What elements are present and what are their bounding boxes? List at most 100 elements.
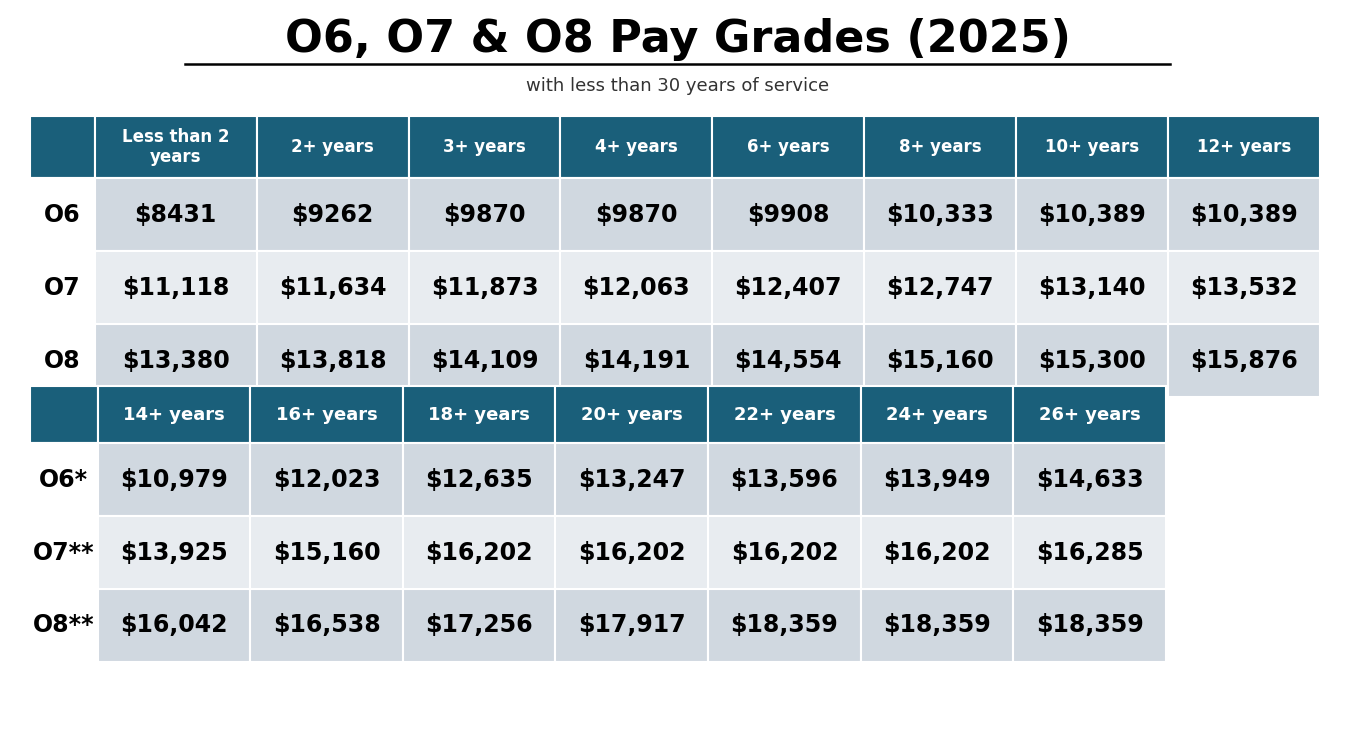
Text: $10,389: $10,389 [1039,202,1146,226]
Bar [864,324,1016,397]
Bar [861,386,1013,443]
Text: 6+ years: 6+ years [747,138,830,156]
Bar [403,386,556,443]
Text: $11,873: $11,873 [431,275,538,300]
Text: 8+ years: 8+ years [899,138,982,156]
Bar [560,251,712,324]
Text: $15,160: $15,160 [273,540,380,565]
Text: 24+ years: 24+ years [887,405,989,423]
Bar [708,589,861,662]
Bar [98,589,251,662]
Text: O6: O6 [43,202,81,226]
Text: $9908: $9908 [747,202,830,226]
Text: $13,925: $13,925 [121,540,228,565]
Bar [95,116,256,178]
Text: $13,247: $13,247 [578,467,686,492]
Bar [403,443,556,516]
Text: $16,538: $16,538 [273,614,381,638]
Bar [30,251,95,324]
Text: $13,596: $13,596 [731,467,838,492]
Text: $12,747: $12,747 [887,275,994,300]
Text: $9870: $9870 [443,202,526,226]
Text: $12,407: $12,407 [735,275,842,300]
Bar [256,116,408,178]
Text: $18,359: $18,359 [731,614,838,638]
Text: 26+ years: 26+ years [1039,405,1140,423]
Text: $14,633: $14,633 [1036,467,1143,492]
Bar [1168,251,1319,324]
Text: 18+ years: 18+ years [428,405,530,423]
Text: $15,876: $15,876 [1191,348,1298,373]
Bar [30,589,98,662]
Text: $18,359: $18,359 [1036,614,1143,638]
Bar [864,178,1016,251]
Bar [256,251,408,324]
Bar [1013,386,1166,443]
Bar [560,324,712,397]
Text: 2+ years: 2+ years [292,138,374,156]
Bar [408,324,560,397]
Bar [251,386,403,443]
Bar [1168,324,1319,397]
Bar [861,443,1013,516]
Text: $13,532: $13,532 [1191,275,1298,300]
Text: O8: O8 [43,348,81,373]
Bar [408,116,560,178]
Text: $13,380: $13,380 [122,348,229,373]
Text: 4+ years: 4+ years [595,138,678,156]
Text: $12,023: $12,023 [273,467,380,492]
Text: $12,063: $12,063 [583,275,690,300]
Bar [556,589,708,662]
Bar [408,251,560,324]
Bar [98,386,251,443]
Bar [30,116,95,178]
Bar [403,516,556,589]
Bar [556,443,708,516]
Text: $13,949: $13,949 [883,467,991,492]
Bar [95,251,256,324]
Text: 14+ years: 14+ years [123,405,225,423]
Bar [1013,589,1166,662]
Text: O8**: O8** [33,614,95,638]
Bar [30,324,95,397]
Text: 3+ years: 3+ years [443,138,526,156]
Bar [712,178,864,251]
Text: $18,359: $18,359 [883,614,991,638]
Bar [1016,178,1168,251]
Text: $11,634: $11,634 [279,275,386,300]
Text: $10,979: $10,979 [121,467,228,492]
Bar [560,116,712,178]
Bar [1013,516,1166,589]
Text: $15,160: $15,160 [887,348,994,373]
Text: $17,256: $17,256 [426,614,533,638]
Text: $16,202: $16,202 [731,540,838,565]
Bar [98,443,251,516]
Bar [1016,251,1168,324]
Bar [712,116,864,178]
Text: 12+ years: 12+ years [1197,138,1291,156]
Bar [861,516,1013,589]
Bar [1168,116,1319,178]
Bar [864,251,1016,324]
Bar [30,516,98,589]
Bar [256,324,408,397]
Text: 10+ years: 10+ years [1045,138,1139,156]
Text: $9262: $9262 [292,202,374,226]
Bar [251,443,403,516]
Bar [556,516,708,589]
Bar [1016,116,1168,178]
Bar [1016,324,1168,397]
Text: $10,333: $10,333 [887,202,994,226]
Text: $16,042: $16,042 [121,614,228,638]
Bar [708,443,861,516]
Bar [556,386,708,443]
Text: Less than 2
years: Less than 2 years [122,128,229,167]
Text: $13,818: $13,818 [279,348,386,373]
Text: 22+ years: 22+ years [734,405,835,423]
Bar [861,589,1013,662]
Bar [864,116,1016,178]
Bar [98,516,251,589]
Text: with less than 30 years of service: with less than 30 years of service [526,77,830,95]
Text: 16+ years: 16+ years [275,405,377,423]
Bar [251,516,403,589]
